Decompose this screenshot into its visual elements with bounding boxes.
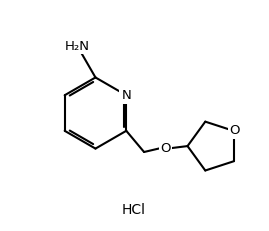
- Text: O: O: [161, 142, 171, 155]
- Text: HCl: HCl: [122, 203, 146, 217]
- Text: O: O: [230, 125, 240, 137]
- Text: H₂N: H₂N: [65, 40, 90, 53]
- Text: N: N: [121, 89, 131, 102]
